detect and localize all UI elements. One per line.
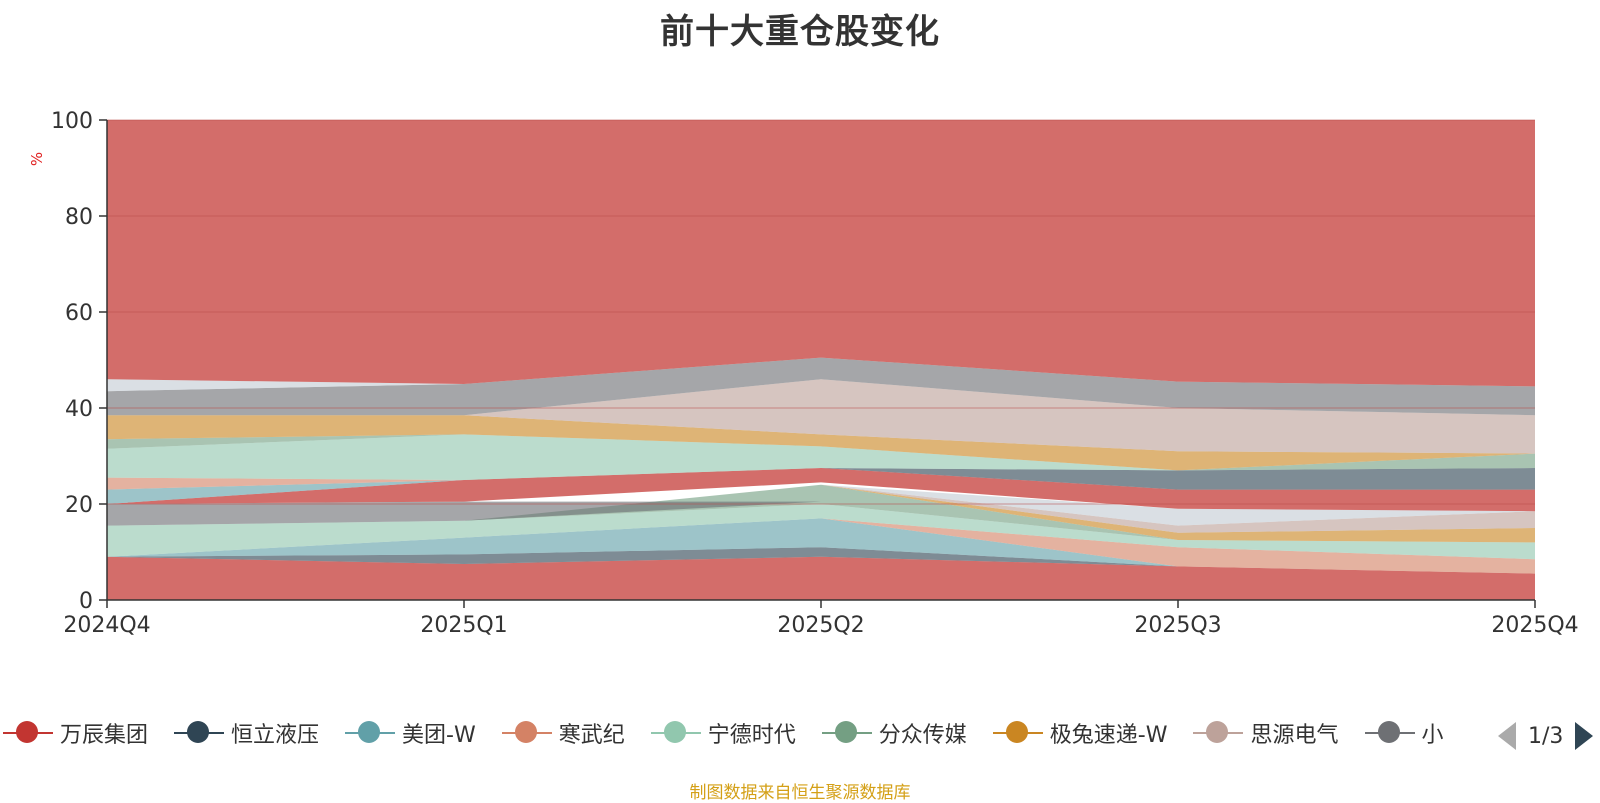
legend-item-恒立液压[interactable]: 恒立液压 xyxy=(173,715,319,751)
legend-item-美团-W[interactable]: 美团-W xyxy=(344,715,476,751)
area-series-腾讯控股 xyxy=(107,434,1535,471)
legend-marker-icon xyxy=(650,715,702,751)
legend-item-极兔速递-W[interactable]: 极兔速递-W xyxy=(992,715,1168,751)
source-note: 制图数据来自恒生聚源数据库 xyxy=(689,783,911,803)
y-tick-label-40: 40 xyxy=(65,397,93,422)
area-series-寒武纪 xyxy=(107,518,1535,574)
legend-marker-icon xyxy=(501,715,553,751)
legend-item-万辰集团[interactable]: 万辰集团 xyxy=(2,715,148,751)
legend-marker-icon xyxy=(1192,715,1244,751)
area-series-新易盛 xyxy=(107,434,1535,480)
x-tick-label-2025Q4: 2025Q4 xyxy=(1491,613,1578,638)
y-axis-unit-label: % xyxy=(28,151,47,167)
x-tick-label-2025Q3: 2025Q3 xyxy=(1134,613,1221,638)
area-series-比亚迪 xyxy=(107,468,1535,490)
area-series-美团-W xyxy=(107,518,1535,574)
legend-item-分众传媒[interactable]: 分众传媒 xyxy=(821,715,967,751)
area-series-极兔速递-W xyxy=(107,484,1535,543)
legend-label: 小 xyxy=(1421,723,1444,748)
legend-item-小[interactable]: 小 xyxy=(1364,715,1444,751)
x-tick-label-2025Q1: 2025Q1 xyxy=(420,613,507,638)
x-tick-label-2025Q2: 2025Q2 xyxy=(777,613,864,638)
legend-label: 分众传媒 xyxy=(878,723,967,748)
axis-layer xyxy=(99,119,1536,608)
legend-item-寒武纪[interactable]: 寒武纪 xyxy=(501,715,625,751)
area-series-宁德时代 xyxy=(107,504,1535,560)
legend-prev-icon[interactable] xyxy=(1498,722,1516,750)
y-tick-label-80: 80 xyxy=(65,205,93,230)
legend-next-icon[interactable] xyxy=(1575,722,1594,750)
x-tick-label-2024Q4: 2024Q4 xyxy=(63,613,150,638)
y-tick-label-0: 0 xyxy=(79,589,93,614)
legend-label: 万辰集团 xyxy=(60,723,149,748)
area-series-胜宏科技 xyxy=(107,468,1535,512)
area-series-思源电气 xyxy=(107,484,1535,533)
legend-label: 宁德时代 xyxy=(707,723,796,748)
area-series-紫金矿业 xyxy=(107,415,1535,471)
area-series-立讯精密 xyxy=(107,379,1535,454)
legend: 万辰集团 恒立液压 美团-W 寒武纪 宁德时代 分众传媒 极兔速递-W 思源电气 小 xyxy=(0,715,1600,755)
area-series-小米集团-W xyxy=(107,501,1535,526)
area-layer xyxy=(107,120,1535,600)
area-series-恒立液压 xyxy=(107,547,1535,574)
area-series-万辰集团 xyxy=(107,556,1535,600)
y-tick-label-100: 100 xyxy=(51,109,93,134)
legend-pager[interactable]: 1/3 xyxy=(1498,718,1600,754)
legend-marker-icon xyxy=(173,715,225,751)
area-series-澜起科技 xyxy=(107,484,1535,526)
grid-layer xyxy=(107,119,1535,505)
legend-label: 美团-W xyxy=(402,723,476,748)
legend-marker-icon xyxy=(1364,715,1416,751)
y-tick-label-60: 60 xyxy=(65,301,93,326)
area-series-阿里巴巴-W xyxy=(107,357,1535,416)
legend-marker-icon xyxy=(821,715,873,751)
legend-marker-icon xyxy=(992,715,1044,751)
legend-label: 极兔速递-W xyxy=(1049,723,1168,748)
chart-title: 前十大重仓股变化 xyxy=(660,12,940,52)
area-series-分众传媒 xyxy=(107,484,1535,543)
legend-label: 思源电气 xyxy=(1250,723,1339,748)
area-series-其他 xyxy=(107,120,1535,387)
legend-item-宁德时代[interactable]: 宁德时代 xyxy=(650,715,796,751)
legend-item-思源电气[interactable]: 思源电气 xyxy=(1192,715,1339,751)
area-series-工业富联 xyxy=(107,357,1535,392)
legend-label: 寒武纪 xyxy=(558,723,625,748)
y-tick-label-20: 20 xyxy=(65,493,93,518)
legend-label: 恒立液压 xyxy=(231,723,320,748)
legend-page-indicator: 1/3 xyxy=(1528,723,1564,749)
legend-marker-icon xyxy=(344,715,396,751)
tick-layer: 0 20 40 60 80 100 2024Q4 2025Q1 2025Q2 2025Q3 2025… xyxy=(51,109,1579,638)
legend-marker-icon xyxy=(2,715,54,751)
legend-visible-items: 万辰集团 恒立液压 美团-W 寒武纪 宁德时代 分众传媒 极兔速递-W 思源电气 小 xyxy=(0,715,1460,755)
